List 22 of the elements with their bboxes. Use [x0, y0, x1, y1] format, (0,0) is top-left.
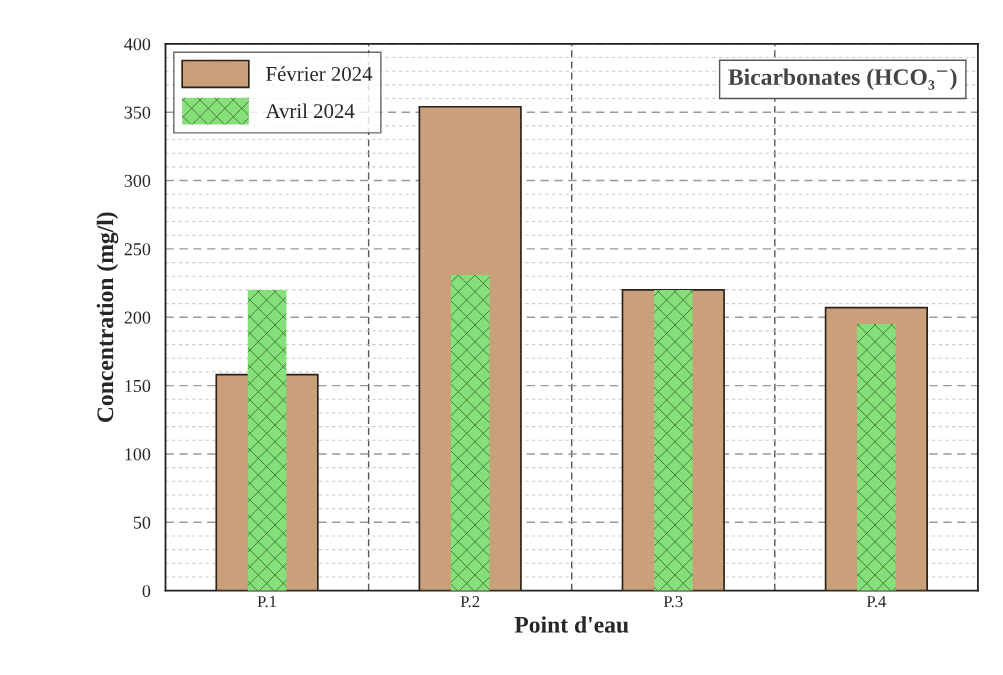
y-tick-label: 0	[142, 584, 151, 598]
y-tick-label: 50	[133, 516, 151, 529]
bar	[653, 289, 693, 591]
y-tick-label: 150	[125, 379, 151, 393]
y-tick-label: 100	[125, 448, 151, 461]
y-axis-title: Concentration (mg/l)	[96, 212, 119, 422]
x-tick-label: P.4	[866, 596, 887, 608]
x-tick-label: P.3	[663, 596, 683, 608]
x-tick-label: P.1	[257, 596, 277, 608]
text: Bicarbonates (HCO₃$^{−}$)	[728, 68, 957, 90]
y-tick-label: 300	[124, 174, 151, 187]
x-axis-title: Point d'eau	[514, 616, 629, 633]
bar	[450, 274, 490, 591]
bar	[247, 289, 287, 591]
bar	[857, 324, 896, 591]
y-tick-label: 350	[124, 106, 151, 119]
y-tick-label: 250	[124, 243, 151, 256]
y-tick-label: 400	[124, 38, 151, 51]
x-tick-label: P.2	[460, 596, 480, 608]
y-tick-label: 200	[124, 311, 151, 324]
legend-label: Avril 2024	[265, 103, 355, 119]
legend-label: Février 2024	[266, 66, 373, 81]
